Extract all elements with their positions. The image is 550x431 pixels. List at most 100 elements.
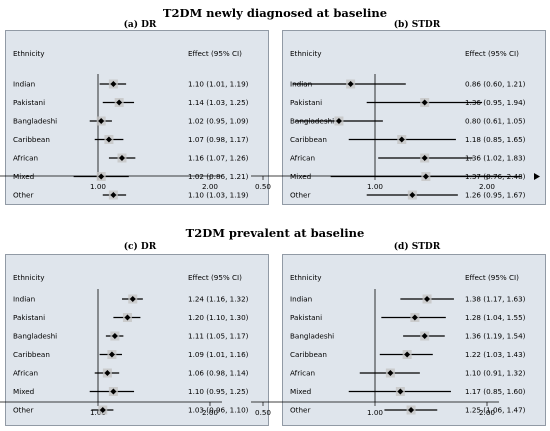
ci-arrow	[534, 173, 540, 180]
point-estimate	[398, 136, 405, 143]
row-effect-text: 1.06 (0.98, 1.14)	[188, 369, 249, 378]
row-label: Pakistani	[13, 98, 45, 107]
point-estimate	[98, 118, 105, 124]
row-effect-text: 1.18 (0.85, 1.65)	[465, 135, 526, 144]
panel-title-d: (d) STDR	[393, 242, 441, 252]
row-effect-text: 1.24 (1.16, 1.32)	[188, 295, 249, 304]
row-label: Caribbean	[13, 350, 50, 359]
row-effect-text: 1.11 (1.05, 1.17)	[188, 332, 249, 341]
point-estimate	[421, 333, 428, 339]
forest-plot-d: Ethnicity Effect (95% CI) 0.50 1.00 2.00 Indi…	[251, 254, 546, 426]
point-estimate	[104, 370, 111, 376]
row-label: Pakistani	[290, 313, 322, 322]
point-estimate	[105, 136, 112, 143]
row-label: Pakistani	[13, 313, 45, 322]
x-tick-label: 0.50	[255, 182, 271, 191]
row-label: Mixed	[290, 387, 311, 396]
panel-background	[5, 254, 269, 426]
point-estimate	[110, 192, 117, 198]
row-effect-text: 1.36 (1.02, 1.83)	[465, 154, 526, 163]
point-estimate	[111, 333, 118, 339]
row-label: African	[13, 154, 38, 163]
row-effect-text: 1.14 (1.03, 1.25)	[188, 98, 249, 107]
row-effect-text: 1.25 (1.06, 1.47)	[465, 406, 526, 415]
row-effect-text: 1.36 (0.95, 1.94)	[465, 98, 526, 107]
ethnicity-header: Ethnicity	[290, 49, 322, 58]
panel-title-c: (c) DR	[123, 242, 157, 252]
row-label: Mixed	[290, 172, 311, 181]
x-tick-label: 2.00	[202, 408, 218, 417]
row-effect-text: 1.10 (0.95, 1.25)	[188, 387, 249, 396]
x-tick-label: 1.00	[367, 182, 383, 191]
point-estimate	[421, 155, 428, 161]
row-effect-text: 1.20 (1.10, 1.30)	[188, 313, 249, 322]
point-estimate	[421, 99, 428, 106]
row-label: Pakistani	[290, 98, 322, 107]
row-effect-text: 1.10 (0.91, 1.32)	[465, 369, 526, 378]
row-effect-text: 1.17 (0.85, 1.60)	[465, 387, 526, 396]
ethnicity-header: Ethnicity	[290, 273, 322, 282]
row-effect-text: 1.10 (1.01, 1.19)	[188, 80, 249, 89]
row-effect-text: 1.22 (1.03, 1.43)	[465, 350, 526, 359]
point-estimate	[408, 407, 415, 413]
row-label: Other	[290, 191, 310, 200]
effect-header: Effect (95% CI)	[465, 49, 519, 58]
point-estimate	[411, 314, 418, 321]
row-label: Other	[13, 191, 33, 200]
row-effect-text: 0.86 (0.60, 1.21)	[465, 80, 526, 89]
point-estimate	[424, 296, 431, 302]
point-estimate	[129, 296, 136, 302]
effect-header: Effect (95% CI)	[188, 273, 242, 282]
x-tick-label: 2.00	[202, 182, 218, 191]
x-tick-label: 0.50	[255, 408, 271, 417]
panel-title-b: (b) STDR	[393, 20, 441, 30]
point-estimate	[116, 99, 123, 106]
x-tick-label: 1.00	[90, 408, 106, 417]
point-estimate	[347, 81, 354, 87]
section-title-prevalent: T2DM prevalent at baseline	[185, 226, 365, 240]
row-effect-text: 1.36 (1.19, 1.54)	[465, 332, 526, 341]
row-effect-text: 1.26 (0.95, 1.67)	[465, 191, 526, 200]
point-estimate	[124, 314, 131, 321]
row-label: Caribbean	[290, 135, 327, 144]
row-effect-text: 1.16 (1.07, 1.26)	[188, 154, 249, 163]
row-label: Indian	[290, 295, 312, 304]
effect-header: Effect (95% CI)	[465, 273, 519, 282]
x-tick-label: 2.00	[479, 408, 495, 417]
point-estimate	[335, 118, 342, 124]
point-estimate	[99, 407, 106, 413]
row-label: African	[290, 154, 315, 163]
x-tick-label: 2.00	[479, 182, 495, 191]
row-label: Bangladeshi	[13, 332, 57, 341]
row-effect-text: 1.07 (0.98, 1.17)	[188, 135, 249, 144]
point-estimate	[422, 173, 429, 180]
ethnicity-header: Ethnicity	[13, 49, 45, 58]
point-estimate	[98, 173, 105, 180]
row-label: Indian	[13, 295, 35, 304]
panel-background	[5, 30, 269, 205]
point-estimate	[387, 370, 394, 376]
row-effect-text: 1.02 (0.95, 1.09)	[188, 117, 249, 126]
panel-title-a: (a) DR	[123, 20, 157, 30]
row-label: Bangladeshi	[290, 332, 334, 341]
point-estimate	[110, 81, 117, 87]
forest-plot-a: Ethnicity Effect (95% CI) 0.50 1.00 2.00 Indi…	[0, 30, 269, 205]
point-estimate	[397, 388, 404, 395]
point-estimate	[108, 351, 115, 358]
row-effect-text: 1.09 (1.01, 1.16)	[188, 350, 249, 359]
row-label: Caribbean	[13, 135, 50, 144]
row-effect-text: 0.80 (0.61, 1.05)	[465, 117, 526, 126]
point-estimate	[110, 388, 117, 395]
row-effect-text: 1.10 (1.03, 1.19)	[188, 191, 249, 200]
row-label: Caribbean	[290, 350, 327, 359]
row-label: African	[13, 369, 38, 378]
panel-background	[282, 30, 546, 205]
ethnicity-header: Ethnicity	[13, 273, 45, 282]
row-effect-text: 1.38 (1.17, 1.63)	[465, 295, 526, 304]
point-estimate	[404, 351, 411, 358]
row-label: Other	[290, 406, 310, 415]
forest-plot-c: Ethnicity Effect (95% CI) 0.50 1.00 2.00 Indi…	[0, 254, 269, 426]
row-effect-text: 1.03 (0.96, 1.10)	[188, 406, 249, 415]
point-estimate	[409, 192, 416, 198]
effect-header: Effect (95% CI)	[188, 49, 242, 58]
